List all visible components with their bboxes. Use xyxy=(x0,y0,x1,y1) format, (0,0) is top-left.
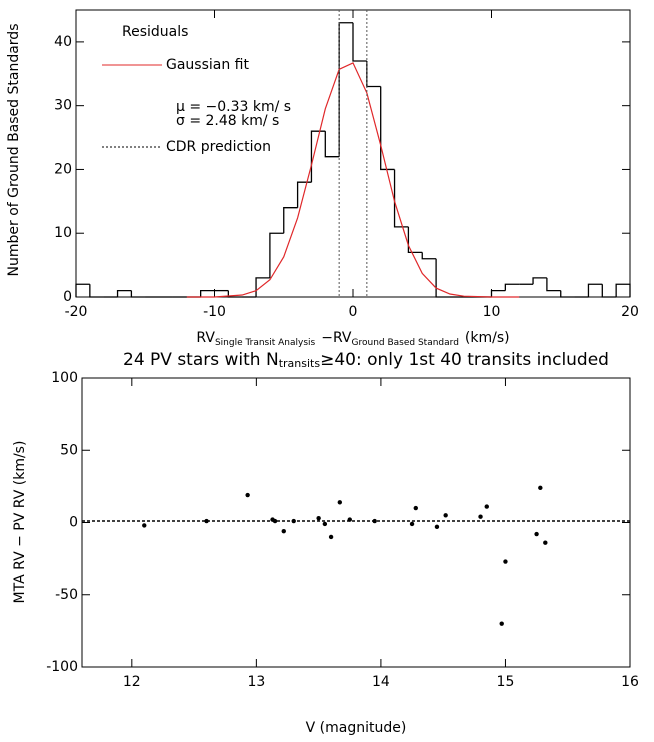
annotation: σ = 2.48 km/ s xyxy=(176,113,279,129)
point xyxy=(291,518,296,524)
y-tick-label: -50 xyxy=(55,587,78,603)
x-tick-label: -20 xyxy=(65,304,88,320)
point xyxy=(204,518,209,524)
histogram-bar xyxy=(269,232,284,278)
x-label-part: −RV xyxy=(321,330,352,346)
y-tick-label: 0 xyxy=(69,515,78,531)
histogram-bar xyxy=(421,252,437,260)
gaussian-curve xyxy=(186,62,520,298)
x-label-part: RV xyxy=(196,330,215,346)
point xyxy=(443,513,448,518)
y-tick-label: 20 xyxy=(54,161,72,177)
histogram-bar xyxy=(615,283,631,297)
histogram-bar xyxy=(116,289,132,297)
x-tick-label: -10 xyxy=(203,304,226,320)
point xyxy=(538,485,543,491)
title-part: transits xyxy=(279,357,321,370)
point xyxy=(245,492,250,498)
point xyxy=(272,518,278,524)
chart-title: 24 PV stars with Ntransits≥40: only 1st … xyxy=(123,350,609,370)
x-tick-label: 20 xyxy=(621,304,639,320)
point xyxy=(281,528,286,534)
x-axis-label: RVSingle Transit Analysis −RVGround Based… xyxy=(196,330,509,348)
point xyxy=(543,540,548,545)
histogram-bar xyxy=(393,169,409,228)
histogram-bar xyxy=(296,181,312,208)
histogram-bar xyxy=(504,283,520,291)
y-tick-label: 100 xyxy=(51,370,78,386)
point xyxy=(413,505,418,511)
y-tick-label: -100 xyxy=(46,659,78,675)
histogram-bar xyxy=(227,290,243,298)
histogram-bar xyxy=(560,290,575,298)
legend-label: CDR prediction xyxy=(166,139,271,155)
histogram-bar xyxy=(532,277,547,285)
histogram-bar xyxy=(407,226,423,254)
histogram-bar xyxy=(490,289,506,297)
y-tick-label: 40 xyxy=(54,34,72,50)
point xyxy=(434,524,440,530)
histogram-bar xyxy=(200,289,215,297)
y-axis-label: MTA RV − PV RV (km/s) xyxy=(12,441,28,604)
point xyxy=(478,514,483,519)
histogram-bar xyxy=(380,86,395,171)
point xyxy=(347,517,352,522)
x-tick-label: 16 xyxy=(621,674,639,690)
title-part: ≥40: only 1st 40 transits included xyxy=(320,350,609,370)
annotation: μ = −0.33 km/ s xyxy=(176,99,291,115)
histogram-bar xyxy=(130,290,146,298)
histogram-bar xyxy=(75,283,90,297)
histogram-bar xyxy=(338,22,353,157)
title-part: 24 PV stars with N xyxy=(123,350,279,370)
x-tick-label: 15 xyxy=(497,674,515,690)
point xyxy=(142,523,147,528)
x-tick-label: 14 xyxy=(372,674,390,690)
histogram-bar xyxy=(283,207,298,234)
x-tick-label: 12 xyxy=(123,674,141,690)
y-tick-label: 0 xyxy=(63,289,72,305)
x-tick-label: 13 xyxy=(247,674,265,690)
histogram-bar xyxy=(89,284,104,298)
legend-label: Gaussian fit xyxy=(166,57,249,73)
histogram-bar xyxy=(435,258,450,298)
point xyxy=(328,534,334,540)
point xyxy=(499,621,504,626)
histogram-bar xyxy=(324,131,340,158)
histogram-bar xyxy=(601,284,617,298)
x-tick-label: 0 xyxy=(349,304,358,320)
x-label-part: (km/s) xyxy=(465,330,510,346)
histogram-bar xyxy=(366,61,381,88)
point xyxy=(409,521,415,527)
point xyxy=(316,515,321,521)
axes-frame xyxy=(81,377,631,668)
histogram-bar xyxy=(352,22,367,62)
point xyxy=(503,559,508,564)
y-tick-label: 30 xyxy=(54,98,72,114)
point xyxy=(534,531,539,537)
point xyxy=(484,504,489,509)
point xyxy=(337,500,343,505)
histogram-bar xyxy=(587,283,603,297)
point xyxy=(322,521,328,527)
histogram-bar xyxy=(546,277,561,292)
x-label-part: Single Transit Analysis xyxy=(215,338,316,348)
x-label-part: Ground Based Standard xyxy=(352,338,459,348)
x-tick-label: 10 xyxy=(483,304,501,320)
y-axis-label: Number of Ground Based Standards xyxy=(6,24,22,277)
y-tick-label: 10 xyxy=(54,225,72,241)
point xyxy=(372,518,377,524)
legend-label: Residuals xyxy=(122,24,188,40)
y-tick-label: 50 xyxy=(60,442,78,458)
x-axis-label: V (magnitude) xyxy=(306,720,407,736)
